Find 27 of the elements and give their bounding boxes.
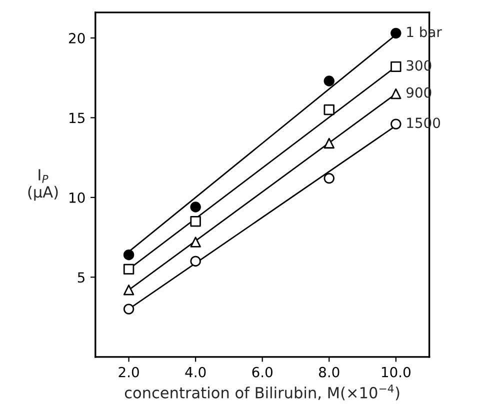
x-tick-label: 8.0 bbox=[319, 366, 340, 378]
point bbox=[123, 284, 134, 296]
point bbox=[190, 236, 201, 248]
point bbox=[390, 88, 402, 100]
y-tick-label: 5 bbox=[78, 272, 84, 283]
y-tick-label: 20 bbox=[69, 32, 85, 44]
y-axis-title: I$_{P}$ (µA) bbox=[28, 169, 58, 201]
point bbox=[190, 202, 201, 212]
x-tick-label: 4.0 bbox=[185, 366, 206, 378]
y-tick-label: 10 bbox=[70, 192, 85, 203]
point bbox=[390, 28, 402, 39]
point bbox=[324, 172, 334, 184]
point bbox=[390, 61, 402, 72]
point bbox=[190, 256, 201, 267]
x-tick-label: 10.0 bbox=[382, 366, 410, 378]
x-tick-label: 6.0 bbox=[252, 366, 272, 378]
point bbox=[324, 76, 334, 86]
point bbox=[123, 304, 134, 314]
point bbox=[123, 249, 134, 260]
point bbox=[123, 264, 134, 275]
point bbox=[324, 138, 334, 149]
y-tick-label: 15 bbox=[70, 112, 84, 124]
point bbox=[190, 216, 201, 227]
x-tick-label: 2.0 bbox=[118, 366, 139, 378]
point bbox=[324, 104, 334, 116]
point bbox=[390, 118, 402, 130]
x-axis-title: concentration of Bilirubin, M(×10$^{−4}$) bbox=[124, 384, 400, 400]
